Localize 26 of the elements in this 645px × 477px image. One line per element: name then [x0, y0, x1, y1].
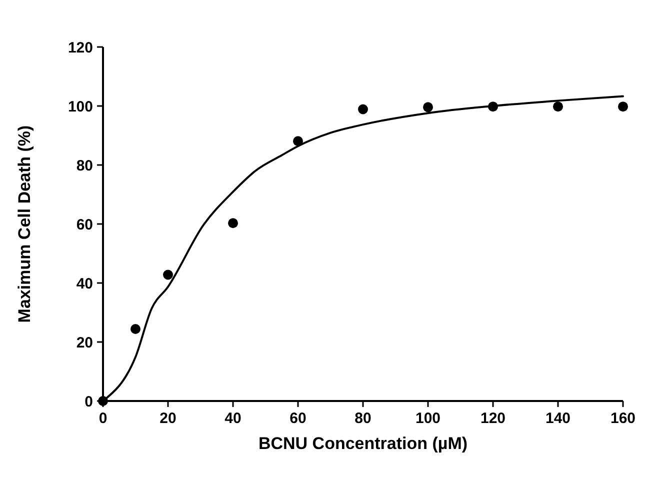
point — [553, 102, 563, 112]
y-tick-label: 120 — [68, 39, 93, 56]
x-tick-label: 100 — [415, 410, 441, 427]
point — [358, 104, 368, 114]
x-tick-label: 80 — [354, 410, 372, 427]
y-tick-label: 40 — [76, 275, 93, 292]
x-tick-label: 60 — [290, 410, 306, 427]
x-tick-label: 40 — [224, 410, 242, 427]
y-axis-title: Maximum Cell Death (%) — [15, 125, 34, 323]
point — [618, 102, 628, 112]
x-axis-title: BCNU Concentration (µM) — [258, 434, 468, 453]
y-tick-label: 0 — [84, 393, 93, 410]
point — [163, 270, 173, 280]
y-tick-label: 60 — [76, 216, 93, 234]
point — [423, 102, 433, 112]
x-tick-label: 0 — [98, 410, 108, 427]
y-tick-label: 20 — [76, 334, 93, 352]
y-tick-label: 80 — [76, 157, 93, 174]
point — [130, 324, 140, 334]
x-tick-label: 140 — [545, 410, 571, 427]
point — [228, 218, 238, 228]
y-tick-label: 100 — [68, 98, 93, 116]
x-tick-label: 20 — [160, 410, 176, 427]
x-tick-label: 120 — [480, 410, 506, 427]
x-tick-label: 160 — [610, 410, 636, 427]
point — [293, 136, 303, 146]
